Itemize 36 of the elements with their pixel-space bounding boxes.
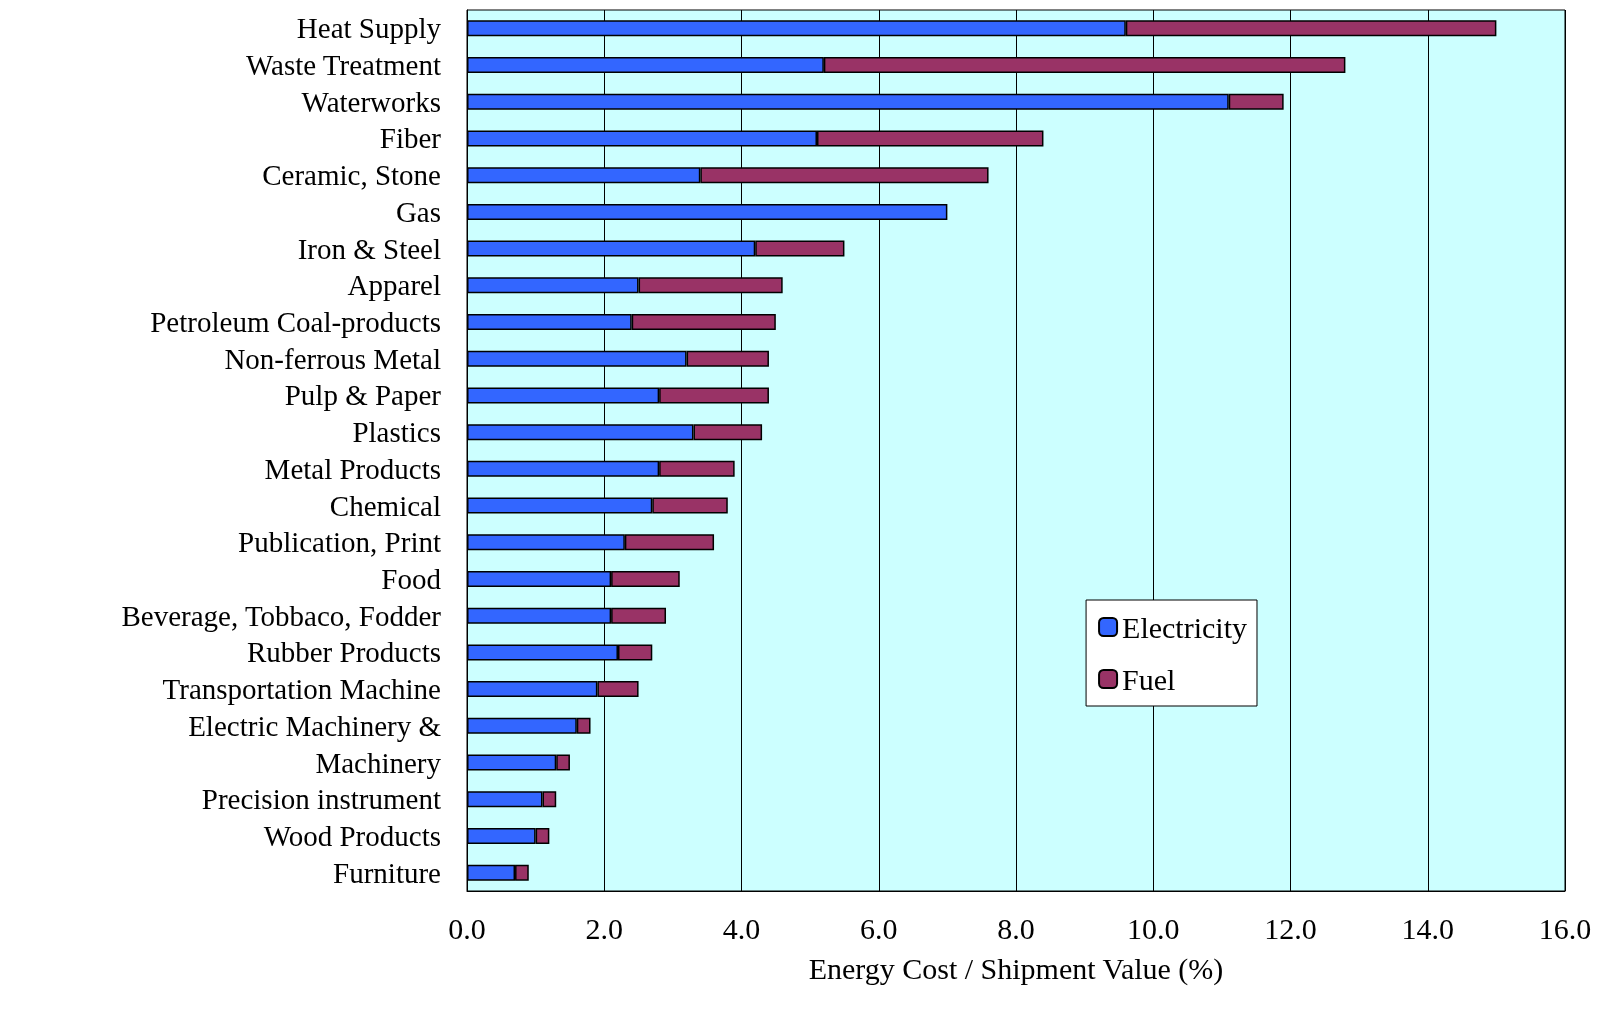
x-tick-label: 10.0 [1127,911,1180,945]
legend-label: Electricity [1122,610,1247,644]
x-tick-label: 14.0 [1401,911,1454,945]
x-tick-label: 8.0 [997,911,1035,945]
x-tick-label: 2.0 [585,911,623,945]
y-tick-label: Wood Products [263,819,441,852]
y-tick-label: Ceramic, Stone [262,159,441,192]
y-tick-label: Apparel [347,269,441,302]
y-tick-label: Electric Machinery & [188,709,442,742]
y-tick-label: Heat Supply [296,12,442,45]
x-tick-label: 0.0 [448,911,486,945]
y-tick-label: Machinery [315,746,442,779]
legend-label: Fuel [1122,662,1176,696]
y-tick-label: Rubber Products [246,636,441,669]
y-tick-label: Beverage, Tobbaco, Fodder [121,599,442,632]
y-tick-label: Fiber [379,122,442,155]
y-tick-label: Chemical [329,489,441,522]
y-tick-label: Precision instrument [201,783,441,816]
y-tick-label: Pulp & Paper [284,379,442,412]
y-tick-label: Metal Products [264,452,441,485]
x-tick-label: 12.0 [1264,911,1317,945]
x-axis-title: Energy Cost / Shipment Value (%) [808,951,1224,986]
x-tick-label: 4.0 [722,911,761,945]
x-tick-label: 6.0 [860,911,898,945]
y-tick-label: Publication, Print [238,526,441,559]
y-tick-label: Waste Treatment [246,49,441,82]
y-tick-label: Iron & Steel [297,232,441,265]
y-tick-label: Waterworks [301,85,441,118]
y-tick-label: Food [381,562,442,595]
y-tick-label: Petroleum Coal-products [150,306,441,339]
y-tick-label: Transportation Machine [162,673,441,706]
y-tick-label: Plastics [352,416,441,449]
y-tick-label: Furniture [333,856,441,889]
x-tick-label: 16.0 [1538,911,1592,945]
y-tick-label: Non-ferrous Metal [224,342,441,375]
y-tick-label: Gas [395,195,441,228]
